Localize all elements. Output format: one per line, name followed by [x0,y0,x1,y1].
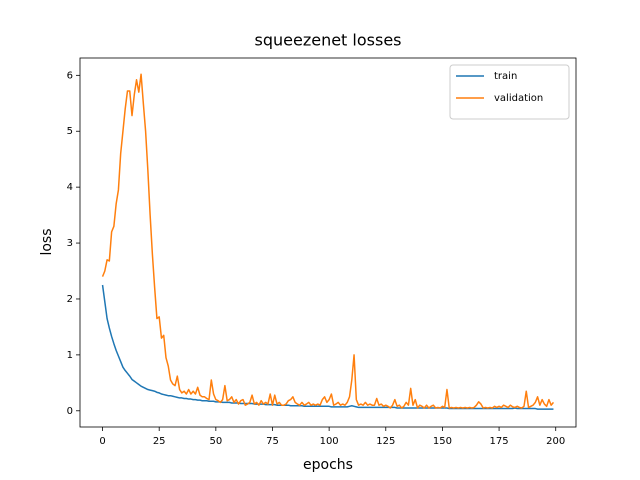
x-tick-label: 125 [376,436,395,447]
x-tick-label: 150 [433,436,452,447]
series-line [101,284,554,410]
y-tick-label: 6 [67,70,73,81]
y-tick-label: 1 [67,350,73,361]
legend-label: train [494,71,517,82]
chart-title: squeezenet losses [255,31,402,50]
x-tick-label: 200 [546,436,565,447]
legend-box [449,64,570,120]
plot-frame [79,57,577,428]
y-tick-label: 0 [67,406,73,417]
x-tick-label: 175 [490,436,509,447]
y-tick-label: 3 [67,238,73,249]
series-line [101,73,555,409]
x-tick-label: 0 [99,436,105,447]
x-axis-label: epochs [303,457,353,473]
y-tick-label: 4 [67,182,73,193]
x-tick-label: 50 [209,436,222,447]
x-tick-label: 100 [320,436,339,447]
legend-label: validation [494,93,543,104]
x-tick-label: 25 [153,436,166,447]
x-tick-label: 75 [266,436,279,447]
y-tick-label: 5 [67,126,73,137]
y-axis-label: loss [39,228,55,255]
y-tick-label: 2 [67,294,73,305]
